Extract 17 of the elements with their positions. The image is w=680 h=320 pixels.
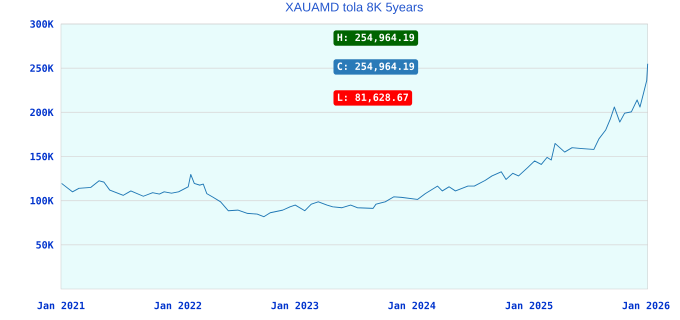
- annotation: L: 81,628.67: [338, 94, 408, 102]
- x-tick-label: Jan 2026: [622, 302, 670, 310]
- annotation: H: 254,964.19: [337, 34, 414, 42]
- y-tick-label: 50K: [36, 241, 54, 249]
- x-tick-label: Jan 2022: [154, 302, 202, 310]
- y-tick-label: 250K: [30, 64, 54, 72]
- y-tick-label: 100K: [30, 196, 54, 204]
- x-tick-label: Jan 2021: [38, 302, 85, 310]
- x-tick-label: Jan 2024: [388, 302, 436, 310]
- y-tick-label: 300K: [30, 20, 54, 28]
- line-series: [61, 63, 648, 218]
- chart-title: XAUAMD tola 8K 5years: [286, 2, 423, 14]
- y-tick-label: 200K: [30, 108, 54, 116]
- annotation: C: 254,964.19: [338, 62, 414, 72]
- x-tick-label: Jan 2023: [271, 302, 318, 310]
- x-tick-label: Jan 2025: [506, 302, 552, 310]
- y-tick-label: 150K: [30, 152, 54, 160]
